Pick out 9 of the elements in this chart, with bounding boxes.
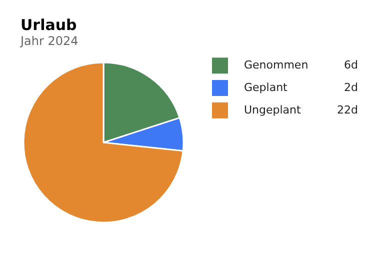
chart-title: Urlaub xyxy=(20,16,78,34)
legend-label: Genommen xyxy=(244,58,308,72)
pie-slice xyxy=(22,62,184,224)
legend-label: Geplant xyxy=(244,81,288,94)
data-label: 6d xyxy=(344,58,358,72)
data-label: 2d xyxy=(344,81,358,94)
legend-label: Ungeplant xyxy=(244,103,302,116)
chart-subtitle: Jahr 2024 xyxy=(20,34,78,48)
data-label: 22d xyxy=(337,103,358,116)
